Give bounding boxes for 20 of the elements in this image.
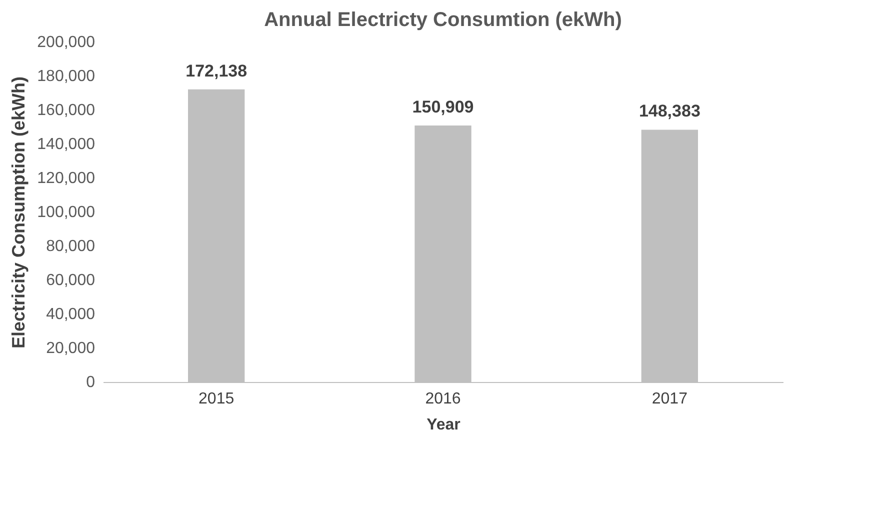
y-tick-label: 100,000 (37, 204, 96, 221)
y-tick-label: 0 (86, 374, 96, 391)
data-label: 150,909 (412, 97, 474, 116)
x-axis-title: Year (426, 416, 460, 434)
y-tick-label: 160,000 (37, 102, 96, 119)
x-tick-label: 2015 (198, 390, 234, 408)
x-tick-label: 2017 (652, 390, 688, 408)
y-tick-label: 20,000 (46, 340, 96, 357)
chart-title: Annual Electricty Consumtion (ekWh) (264, 9, 622, 31)
y-tick-label: 180,000 (37, 68, 96, 85)
y-tick-label: 200,000 (37, 34, 96, 51)
y-tick-label: 120,000 (37, 170, 96, 187)
x-tick-label: 2016 (425, 390, 461, 408)
y-axis-title: Electricity Consumption (ekWh) (8, 76, 28, 349)
y-tick-label: 80,000 (46, 238, 96, 255)
data-label: 148,383 (638, 102, 700, 121)
y-tick-label: 140,000 (37, 136, 96, 153)
y-tick-label: 40,000 (46, 306, 96, 323)
data-label: 172,138 (186, 61, 248, 80)
y-tick-label: 60,000 (46, 272, 96, 289)
